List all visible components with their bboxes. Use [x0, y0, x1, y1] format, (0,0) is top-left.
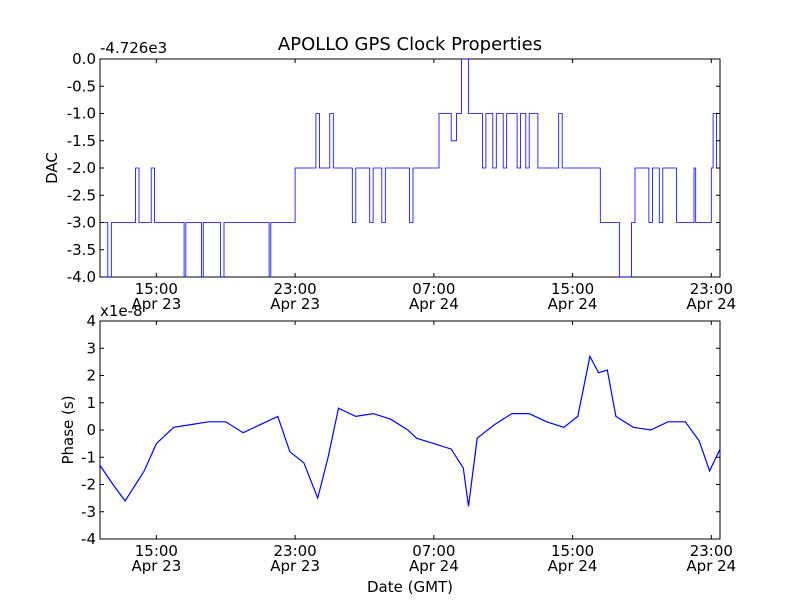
y-tick-label: 3 [86, 339, 96, 357]
x-tick-time-label: 23:00 [690, 542, 733, 560]
y-tick-label: -2.0 [67, 159, 96, 177]
x-tick-date-label: Apr 23 [131, 557, 181, 575]
x-tick-time-label: 23:00 [273, 542, 316, 560]
x-tick-date-label: Apr 24 [409, 295, 459, 313]
y-tick-label: 4 [86, 312, 96, 330]
x-tick-date-label: Apr 24 [409, 557, 459, 575]
x-tick-time-label: 15:00 [135, 542, 178, 560]
y-tick-label: -3.0 [67, 214, 96, 232]
chart-title: APOLLO GPS Clock Properties [278, 34, 542, 55]
y-tick-label: -1 [81, 448, 96, 466]
y-tick-label: -2.5 [67, 186, 96, 204]
bottom-offset-text: x1e-8 [100, 302, 143, 320]
y-tick-label: 0.0 [72, 50, 96, 68]
y-tick-label: -0.5 [67, 77, 96, 95]
x-tick-time-label: 07:00 [412, 280, 455, 298]
top-offset-text: -4.726e3 [100, 39, 167, 57]
y-tick-label: -1.0 [67, 105, 96, 123]
bottom-ylabel: Phase (s) [59, 395, 77, 464]
x-tick-time-label: 07:00 [412, 542, 455, 560]
dac-series-line [100, 58, 720, 278]
x-tick-date-label: Apr 24 [686, 557, 736, 575]
bottom-plot-area [99, 320, 721, 540]
y-tick-label: -4.0 [67, 268, 96, 286]
x-tick-time-label: 15:00 [551, 542, 594, 560]
x-tick-date-label: Apr 24 [548, 295, 598, 313]
y-tick-label: -3 [81, 503, 96, 521]
x-tick-time-label: 15:00 [551, 280, 594, 298]
phase-series-line [99, 354, 721, 507]
x-tick-date-label: Apr 23 [270, 557, 320, 575]
x-tick-time-label: 23:00 [690, 280, 733, 298]
y-tick-label: -1.5 [67, 132, 96, 150]
x-axis-label: Date (GMT) [367, 578, 453, 596]
top-panel: 0.0 -0.5 -1.0 -1.5 -2.0 -2.5 -3.0 -3.5 -4.0 15:0… [43, 39, 736, 313]
x-tick-time-label: 23:00 [273, 280, 316, 298]
x-tick-date-label: Apr 24 [548, 557, 598, 575]
y-tick-label: -3.5 [67, 241, 96, 259]
x-tick-date-label: Apr 23 [270, 295, 320, 313]
y-tick-label: 1 [86, 394, 96, 412]
y-tick-label: 2 [86, 367, 96, 385]
x-tick-time-label: 15:00 [135, 280, 178, 298]
y-tick-label: 0 [86, 421, 96, 439]
x-tick-date-label: Apr 24 [686, 295, 736, 313]
top-ylabel: DAC [43, 152, 61, 184]
y-tick-label: -4 [81, 530, 96, 548]
y-tick-label: -2 [81, 476, 96, 494]
x-tick-date-label: Apr 23 [131, 295, 181, 313]
